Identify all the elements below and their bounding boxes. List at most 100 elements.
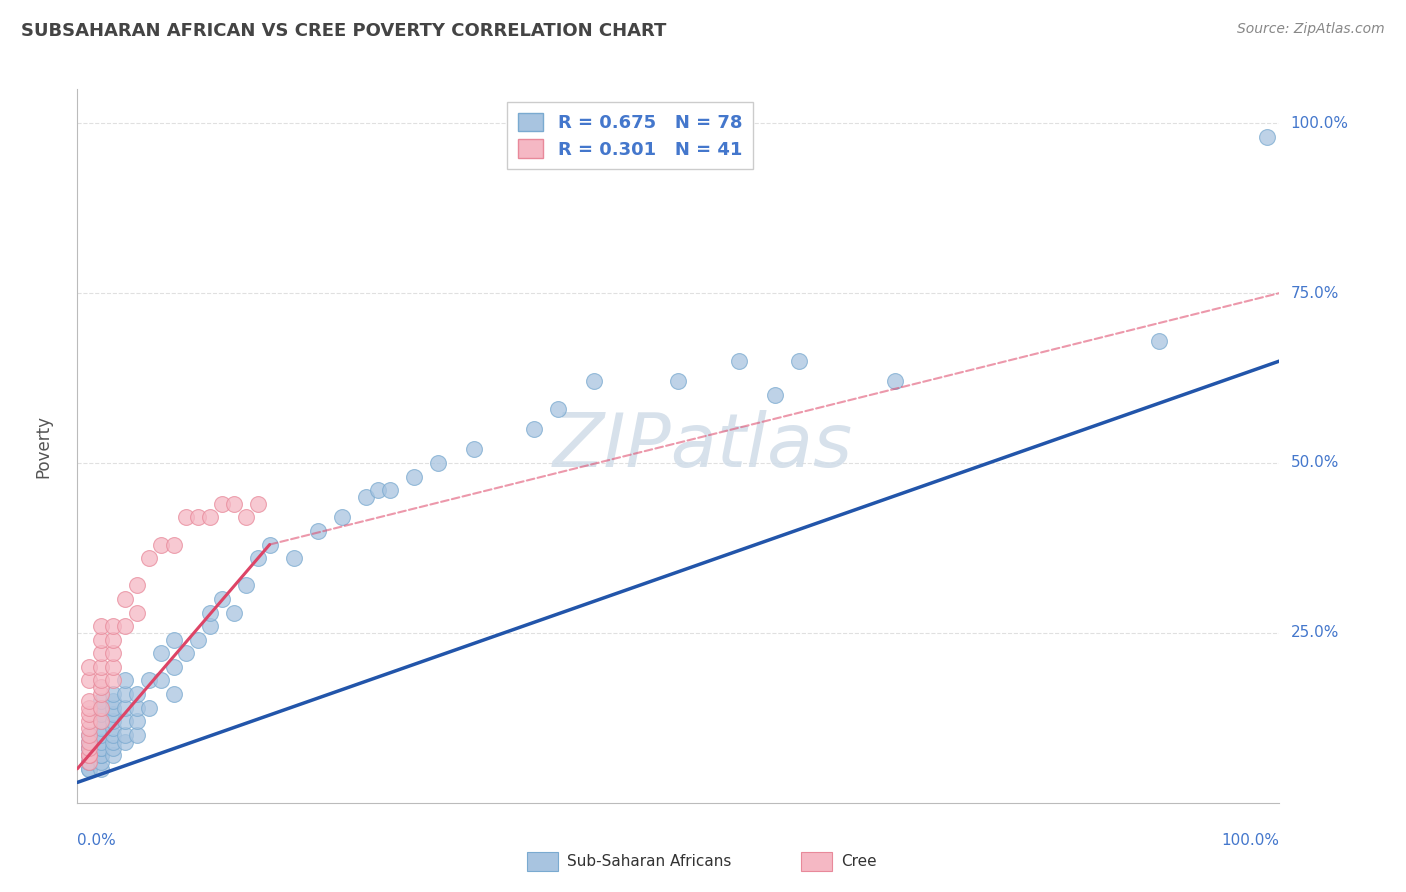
Point [463,442,485,457]
Point [90,728,112,742]
Point [90,700,112,714]
Point [307,524,329,538]
Text: ZIPatlas: ZIPatlas [553,410,852,482]
Point [79,700,101,714]
Legend: R = 0.675   N = 78, R = 0.301   N = 41: R = 0.675 N = 78, R = 0.301 N = 41 [508,102,754,169]
Point [103,660,125,674]
Point [79,728,101,742]
Text: Sub-Saharan Africans: Sub-Saharan Africans [567,855,731,869]
Point [378,483,401,498]
Point [174,510,197,524]
Point [114,734,136,748]
Point [79,748,101,763]
Point [114,591,136,606]
Point [222,606,245,620]
Point [162,537,184,551]
Point [103,707,125,722]
Point [883,375,905,389]
Point [90,741,112,756]
Point [103,619,125,633]
Point [79,660,101,674]
Point [162,687,184,701]
Point [90,734,112,748]
Point [90,741,112,756]
Point [90,748,112,763]
Point [668,375,690,389]
Point [547,401,569,416]
Point [246,551,269,566]
Point [150,537,173,551]
Point [103,646,125,660]
Point [90,762,112,776]
Point [354,490,377,504]
Point [787,354,810,368]
Point [186,632,209,647]
Text: 100.0%: 100.0% [1291,116,1348,131]
Point [90,646,112,660]
Point [103,632,125,647]
Point [79,762,101,776]
Point [90,673,112,688]
Point [162,632,184,647]
Point [198,510,221,524]
Point [127,606,149,620]
Point [79,728,101,742]
Point [90,680,112,694]
Point [1256,129,1278,144]
Point [150,673,173,688]
Point [90,721,112,735]
Point [90,714,112,729]
Text: Source: ZipAtlas.com: Source: ZipAtlas.com [1237,22,1385,37]
Point [222,497,245,511]
Point [427,456,450,470]
Point [79,741,101,756]
Point [114,673,136,688]
Point [583,375,606,389]
Point [90,700,112,714]
Point [198,619,221,633]
Point [79,714,101,729]
Point [79,755,101,769]
Point [103,687,125,701]
Point [402,469,425,483]
Point [103,748,125,763]
Point [90,707,112,722]
Point [259,537,281,551]
Point [79,741,101,756]
Point [79,741,101,756]
Text: 75.0%: 75.0% [1291,285,1339,301]
Point [103,700,125,714]
Point [114,619,136,633]
Point [90,714,112,729]
Point [235,510,257,524]
Point [79,755,101,769]
Point [79,755,101,769]
Point [150,646,173,660]
Point [1149,334,1171,348]
Point [114,700,136,714]
Text: Cree: Cree [841,855,876,869]
Point [138,700,160,714]
Point [79,748,101,763]
Point [79,721,101,735]
Text: 50.0%: 50.0% [1291,456,1339,470]
Point [90,755,112,769]
Point [90,687,112,701]
Point [127,578,149,592]
Point [79,694,101,708]
Point [127,714,149,729]
Point [367,483,389,498]
Point [103,673,125,688]
Point [90,694,112,708]
Point [174,646,197,660]
Text: 0.0%: 0.0% [77,833,117,848]
Point [90,660,112,674]
Point [103,734,125,748]
Point [79,734,101,748]
Point [79,707,101,722]
Point [162,660,184,674]
Point [90,619,112,633]
Point [186,510,209,524]
Point [246,497,269,511]
Point [127,687,149,701]
